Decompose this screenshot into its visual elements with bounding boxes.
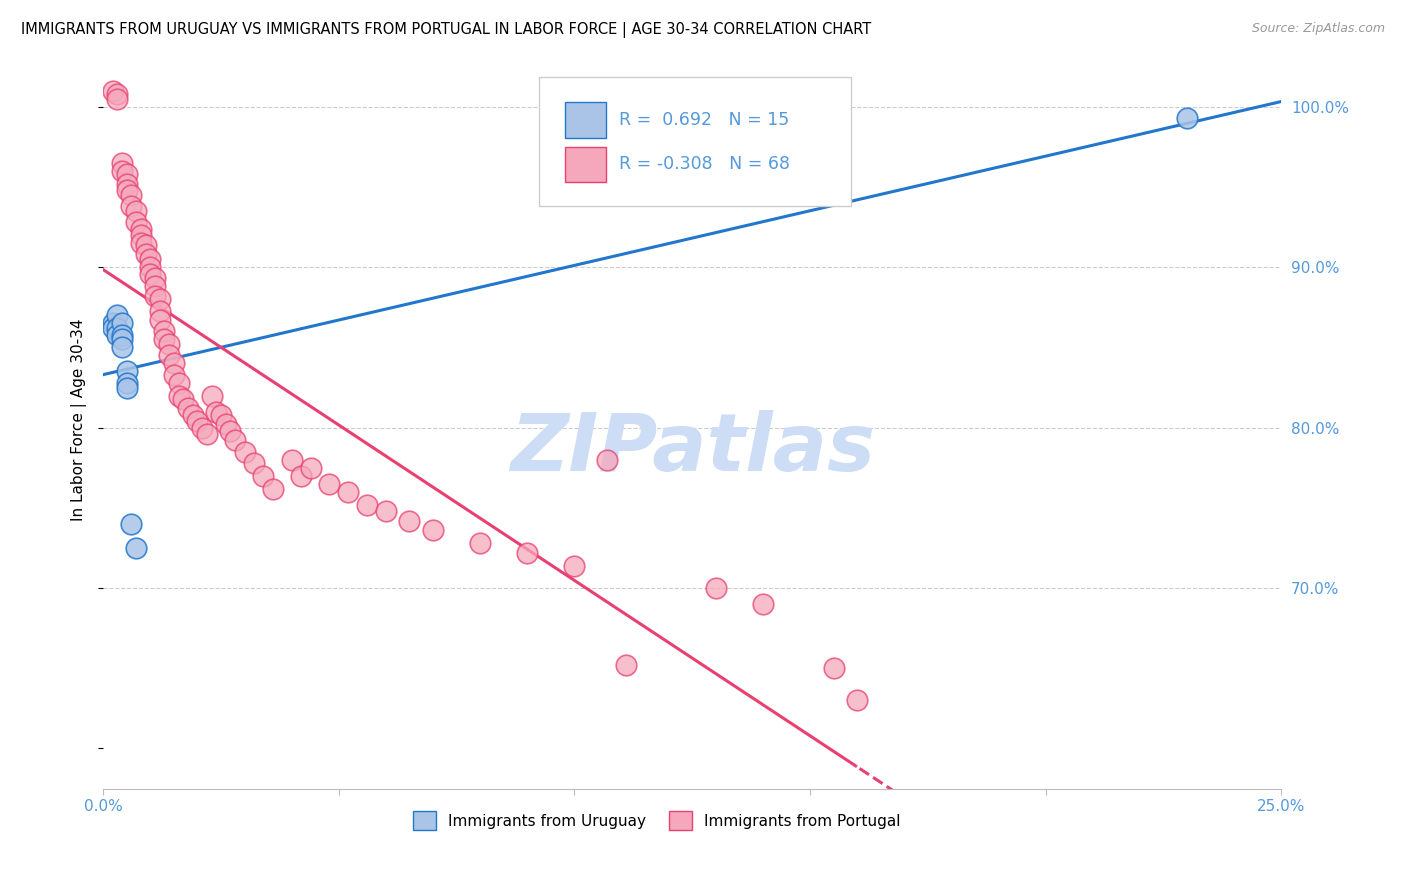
Point: [143, 289, 166, 303]
FancyBboxPatch shape: [538, 77, 851, 206]
Point: [177, 401, 200, 416]
Point: [191, 420, 214, 434]
Point: [111, 340, 134, 354]
Point: [115, 183, 138, 197]
Point: [181, 408, 204, 422]
Point: [262, 482, 284, 496]
Point: [468, 536, 491, 550]
Point: [139, 260, 162, 275]
Point: [115, 167, 138, 181]
Text: R = -0.308   N = 68: R = -0.308 N = 68: [619, 155, 790, 173]
Point: [614, 658, 637, 673]
Point: [129, 228, 152, 243]
Point: [115, 364, 138, 378]
Point: [299, 460, 322, 475]
Point: [564, 558, 586, 573]
Bar: [565, 146, 606, 182]
Point: [704, 581, 727, 595]
Point: [422, 523, 444, 537]
Text: ZIPatlas: ZIPatlas: [509, 410, 875, 488]
Point: [125, 541, 148, 555]
Point: [129, 221, 152, 235]
Point: [205, 404, 228, 418]
Point: [167, 376, 190, 390]
Point: [105, 327, 128, 342]
Point: [209, 408, 232, 422]
Text: Source: ZipAtlas.com: Source: ZipAtlas.com: [1251, 22, 1385, 36]
Y-axis label: In Labor Force | Age 30-34: In Labor Force | Age 30-34: [72, 318, 87, 521]
Point: [139, 267, 162, 281]
Point: [115, 380, 138, 394]
Point: [337, 484, 360, 499]
Point: [129, 236, 152, 251]
Point: [1175, 111, 1198, 125]
Point: [219, 424, 242, 438]
Point: [252, 468, 274, 483]
Point: [105, 87, 128, 101]
Point: [596, 452, 619, 467]
Point: [318, 476, 340, 491]
Point: [125, 215, 148, 229]
Point: [398, 514, 420, 528]
Point: [115, 177, 138, 191]
Point: [143, 279, 166, 293]
Point: [105, 321, 128, 335]
Point: [121, 516, 143, 531]
Point: [105, 92, 128, 106]
Point: [111, 332, 134, 346]
Point: [149, 293, 172, 307]
Point: [121, 199, 143, 213]
Point: [153, 325, 176, 339]
Point: [163, 356, 186, 370]
Point: [186, 414, 208, 428]
Point: [846, 693, 869, 707]
Point: [752, 597, 775, 611]
Point: [280, 452, 302, 467]
Point: [101, 84, 124, 98]
Point: [115, 376, 138, 390]
Point: [823, 661, 845, 675]
Point: [111, 164, 134, 178]
Point: [143, 271, 166, 285]
Point: [200, 388, 222, 402]
Point: [516, 546, 538, 560]
Point: [111, 327, 134, 342]
Point: [224, 434, 246, 448]
Point: [139, 252, 162, 267]
Point: [157, 337, 180, 351]
Point: [195, 427, 218, 442]
Point: [105, 309, 128, 323]
Point: [163, 368, 186, 382]
Point: [172, 392, 194, 406]
Point: [111, 156, 134, 170]
Point: [153, 332, 176, 346]
Point: [111, 317, 134, 331]
Point: [290, 468, 312, 483]
Point: [125, 204, 148, 219]
Point: [149, 313, 172, 327]
Legend: Immigrants from Uruguay, Immigrants from Portugal: Immigrants from Uruguay, Immigrants from…: [406, 805, 907, 836]
Bar: [565, 103, 606, 137]
Point: [157, 348, 180, 362]
Point: [135, 247, 157, 261]
Point: [233, 444, 256, 458]
Point: [149, 303, 172, 318]
Point: [121, 188, 143, 202]
Point: [374, 504, 396, 518]
Point: [356, 498, 378, 512]
Point: [167, 388, 190, 402]
Point: [215, 417, 238, 432]
Point: [101, 321, 124, 335]
Point: [243, 456, 266, 470]
Point: [135, 237, 157, 252]
Text: IMMIGRANTS FROM URUGUAY VS IMMIGRANTS FROM PORTUGAL IN LABOR FORCE | AGE 30-34 C: IMMIGRANTS FROM URUGUAY VS IMMIGRANTS FR…: [21, 22, 872, 38]
Point: [101, 317, 124, 331]
Text: R =  0.692   N = 15: R = 0.692 N = 15: [619, 111, 789, 129]
